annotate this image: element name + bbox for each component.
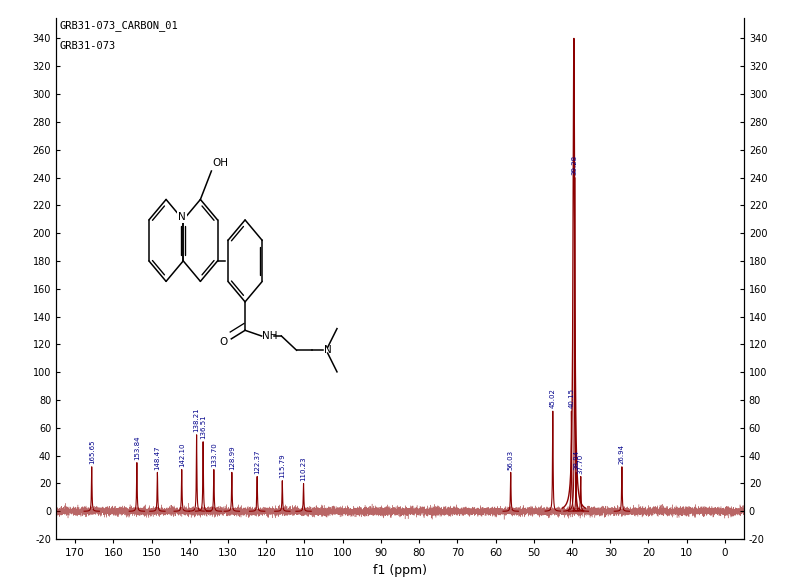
Text: 122.37: 122.37 — [254, 449, 260, 473]
X-axis label: f1 (ppm): f1 (ppm) — [373, 564, 427, 577]
Text: GRB31-073: GRB31-073 — [59, 41, 116, 51]
Text: 153.84: 153.84 — [134, 435, 140, 460]
Text: 110.23: 110.23 — [301, 456, 306, 481]
Text: 133.70: 133.70 — [211, 442, 217, 467]
Text: 39.28: 39.28 — [572, 155, 578, 175]
Text: 45.02: 45.02 — [550, 389, 556, 408]
Text: 38.94: 38.94 — [573, 449, 579, 469]
Text: 128.99: 128.99 — [229, 445, 235, 469]
Text: 136.51: 136.51 — [200, 414, 206, 439]
Text: 40.15: 40.15 — [569, 389, 574, 408]
Text: 26.94: 26.94 — [619, 444, 625, 464]
Text: 56.03: 56.03 — [508, 449, 514, 469]
Text: GRB31-073_CARBON_01: GRB31-073_CARBON_01 — [59, 20, 178, 31]
Text: 165.65: 165.65 — [89, 440, 94, 464]
Text: 115.79: 115.79 — [279, 454, 286, 478]
Text: 37.70: 37.70 — [578, 454, 584, 473]
Text: 148.47: 148.47 — [154, 445, 161, 469]
Text: 138.21: 138.21 — [194, 407, 200, 432]
Text: 142.10: 142.10 — [178, 442, 185, 467]
